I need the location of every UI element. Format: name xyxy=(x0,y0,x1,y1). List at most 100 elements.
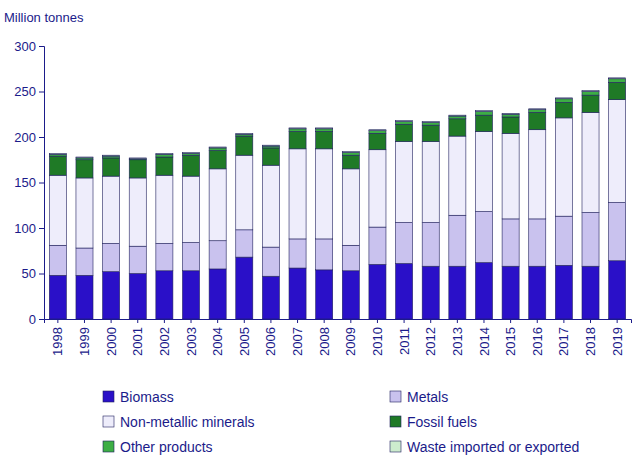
legend-item: Waste imported or exported xyxy=(390,439,579,455)
bar-segment xyxy=(422,122,439,125)
bar-segment xyxy=(529,108,546,110)
legend-swatch xyxy=(103,441,114,452)
bar-segment xyxy=(49,175,66,245)
bar-segment xyxy=(156,175,173,243)
tick-mark xyxy=(244,319,245,323)
bar-segment xyxy=(76,160,93,178)
bar-segment xyxy=(103,176,120,243)
bar-segment xyxy=(369,129,386,131)
bar-segment xyxy=(609,77,626,79)
bar-segment xyxy=(236,133,253,135)
bar-segment xyxy=(289,149,306,239)
tick-mark xyxy=(164,319,165,323)
bar-segment xyxy=(182,153,199,155)
bar-segment xyxy=(582,266,599,319)
bar-segment xyxy=(129,178,146,246)
bar-segment xyxy=(502,219,519,266)
bar-segment xyxy=(182,155,199,176)
legend: BiomassMetalsNon-metallic mineralsFossil… xyxy=(103,389,579,455)
tick-label: 50 xyxy=(22,266,36,281)
bar-segment xyxy=(422,125,439,141)
bar-segment xyxy=(342,155,359,169)
bar-segment xyxy=(103,243,120,271)
tick-mark xyxy=(39,92,44,93)
tick: 2017 xyxy=(556,319,571,356)
bar-segment xyxy=(475,212,492,263)
legend-item: Biomass xyxy=(103,389,174,405)
legend-label: Metals xyxy=(407,389,448,405)
bar-segment xyxy=(236,257,253,319)
tick: 1998 xyxy=(50,319,65,356)
bar-segment xyxy=(209,148,226,151)
tick-mark xyxy=(510,319,511,323)
bar-segment xyxy=(369,227,386,264)
legend-item: Non-metallic minerals xyxy=(103,414,255,430)
bar-segment xyxy=(103,272,120,319)
tick-label: 2005 xyxy=(237,327,252,356)
bar-segment xyxy=(502,114,519,117)
series xyxy=(49,100,625,248)
legend-swatch xyxy=(390,441,401,452)
tick-mark xyxy=(84,319,85,323)
bar-segment xyxy=(449,136,466,215)
bar-segment xyxy=(555,102,572,117)
bar-segment xyxy=(289,127,306,129)
bar-segment xyxy=(609,261,626,319)
bar-segment xyxy=(129,158,146,160)
y-axis: 050100150200250300 xyxy=(14,39,44,327)
bar-segment xyxy=(129,160,146,178)
bar-segment xyxy=(49,154,66,156)
bar-segment xyxy=(316,132,333,149)
axis-line xyxy=(45,320,632,324)
bar-segment xyxy=(262,148,279,165)
tick-label: 2010 xyxy=(370,327,385,356)
tick: 2007 xyxy=(290,319,305,356)
bar-segment xyxy=(129,246,146,273)
bar-segment xyxy=(342,151,359,153)
series xyxy=(49,78,625,159)
bar-segment xyxy=(422,266,439,319)
tick: 2019 xyxy=(610,319,625,356)
tick: 2011 xyxy=(397,319,412,355)
bar-segment xyxy=(609,79,626,83)
bar-segment xyxy=(422,223,439,267)
bar-segment xyxy=(449,116,466,119)
bar-segment xyxy=(502,113,519,115)
tick-label: 2014 xyxy=(477,327,492,356)
legend-swatch xyxy=(390,391,401,402)
bar-segment xyxy=(582,92,599,96)
bar-segment xyxy=(475,112,492,116)
bar-segment xyxy=(555,99,572,103)
bar-segment xyxy=(103,155,120,157)
tick-label: 2004 xyxy=(210,327,225,356)
bar-segment xyxy=(502,117,519,133)
bar-segment xyxy=(475,115,492,131)
bar-segment xyxy=(182,176,199,242)
bar-segment xyxy=(555,216,572,265)
bar-segment xyxy=(209,269,226,319)
y-axis-title: Million tonnes xyxy=(4,10,84,25)
tick-mark xyxy=(430,319,431,323)
tick-label: 2006 xyxy=(263,327,278,356)
tick-mark xyxy=(483,319,484,323)
bar-segment xyxy=(236,134,253,136)
bar-segment xyxy=(529,266,546,319)
tick-mark xyxy=(563,319,564,323)
tick: 2002 xyxy=(157,319,172,356)
bar-segment xyxy=(529,130,546,219)
bar-segment xyxy=(342,245,359,270)
bar-segment xyxy=(262,146,279,148)
tick: 2005 xyxy=(237,319,252,356)
tick: 2010 xyxy=(370,319,385,356)
bar-segment xyxy=(156,153,173,155)
bar-segment xyxy=(289,239,306,268)
bar-segment xyxy=(262,247,279,276)
bar-segment xyxy=(182,271,199,319)
tick: 2001 xyxy=(130,319,145,356)
bar-segment xyxy=(262,165,279,247)
tick-mark xyxy=(324,319,325,323)
bar-segment xyxy=(129,274,146,320)
bar-segment xyxy=(396,263,413,319)
bar-segment xyxy=(129,157,146,159)
legend-swatch xyxy=(103,416,114,427)
